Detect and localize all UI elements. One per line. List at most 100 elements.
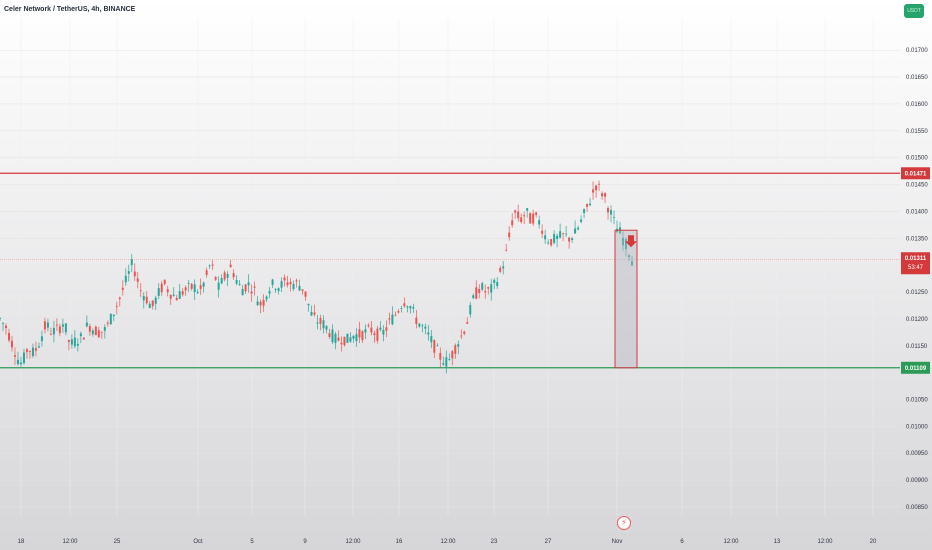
candle-body (514, 210, 517, 213)
candle-body (547, 242, 550, 244)
x-grid (20, 18, 874, 515)
candle-body (304, 291, 307, 297)
x-tick-label: 12:00 (62, 539, 78, 545)
candle-body (67, 340, 70, 343)
candle-body (529, 213, 532, 224)
x-tick-label: 9 (303, 539, 307, 545)
candle-body (544, 235, 547, 240)
candle-body (340, 342, 343, 345)
candle-body (46, 322, 49, 328)
candle-body (394, 314, 397, 316)
support-price-label: 0.01109 (905, 366, 927, 372)
candle-body (271, 279, 274, 285)
candle-body (277, 288, 280, 291)
candle-body (307, 303, 310, 306)
candle-body (403, 303, 406, 307)
y-tick-label: 0.01700 (906, 48, 928, 54)
candle-body (151, 300, 154, 307)
candle-body (598, 183, 601, 185)
candle-body (94, 326, 97, 336)
candle-body (406, 306, 409, 308)
candle-body (184, 287, 187, 291)
candle-body (172, 294, 175, 296)
x-tick-label: Nov (612, 539, 623, 545)
y-tick-label: 0.00850 (906, 505, 928, 511)
candle-body (97, 330, 100, 338)
candle-body (397, 311, 400, 313)
candle-body (400, 308, 403, 309)
candle-body (535, 212, 538, 215)
candle-body (103, 327, 106, 331)
candle-body (88, 326, 91, 332)
y-tick-label: 0.01050 (906, 397, 928, 403)
candle-body (193, 284, 196, 292)
candle-body (508, 232, 511, 238)
resistance-price-label: 0.01471 (905, 171, 927, 177)
candle-body (586, 203, 589, 207)
candle-body (376, 328, 379, 341)
time-axis[interactable]: 18 12:00 25 Oct 5 9 12:00 16 12:00 23 27 Nov 6 12:00 1… (18, 539, 877, 545)
candle-body (199, 285, 202, 289)
current-price-label: 0.01311 (905, 256, 927, 262)
candle-body (34, 348, 37, 351)
candle-body (472, 295, 475, 299)
candle-body (181, 291, 184, 295)
candle-body (31, 347, 34, 356)
candle-body (295, 280, 298, 282)
candle-body (73, 337, 76, 347)
candle-body (607, 208, 610, 213)
candle-body (256, 301, 259, 306)
candle-body (136, 278, 139, 282)
candle-body (424, 326, 427, 329)
candle-body (499, 267, 502, 272)
lightning-icon[interactable]: ⚡ (617, 516, 631, 530)
candle-body (229, 264, 232, 268)
y-tick-label: 0.01150 (906, 344, 928, 350)
candle-body (541, 230, 544, 234)
candle-body (505, 249, 508, 251)
candle-body (13, 355, 16, 357)
candle-body (226, 273, 229, 278)
candle-body (241, 288, 244, 296)
candle-body (76, 343, 79, 346)
target-box (614, 229, 638, 369)
candle-body (91, 330, 94, 335)
candle-body (274, 289, 277, 291)
candle-body (55, 324, 58, 326)
candle-body (412, 307, 415, 309)
candle-body (79, 333, 82, 337)
candle-body (445, 357, 448, 367)
candle-body (421, 325, 424, 327)
candle-body (511, 220, 514, 226)
candle-body (121, 287, 124, 290)
unit-badge[interactable]: USDT (904, 4, 924, 18)
candle-body (268, 291, 271, 294)
candle-body (418, 323, 421, 327)
candle-body (160, 283, 163, 293)
candle-body (589, 203, 592, 206)
candle-body (538, 220, 541, 225)
candle-body (556, 235, 559, 239)
current-price-badge (901, 252, 930, 275)
price-axis[interactable]: 0.01700 0.01650 0.01600 0.01550 0.01500 0.014… (906, 48, 928, 511)
candle-body (262, 299, 265, 306)
candle-body (457, 344, 460, 347)
candle-body (61, 324, 64, 327)
candle-body (427, 332, 430, 335)
x-tick-label: 6 (680, 539, 684, 545)
candle-body (571, 238, 574, 240)
candle-body (517, 211, 520, 219)
candle-body (385, 327, 388, 331)
candle-body (391, 314, 394, 325)
candle-body (553, 234, 556, 243)
candle-body (358, 329, 361, 338)
x-tick-label: 12:00 (723, 539, 739, 545)
y-grid (0, 49, 900, 508)
candle-body (628, 255, 631, 258)
candle-body (574, 228, 577, 234)
candle-body (247, 282, 250, 286)
y-tick-label: 0.01550 (906, 129, 928, 135)
candle-body (319, 317, 322, 324)
